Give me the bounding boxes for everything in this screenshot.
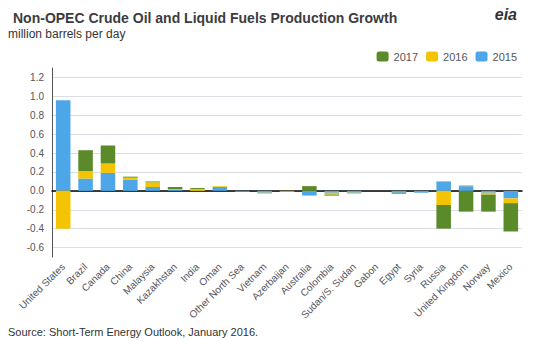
svg-text:-0.4: -0.4	[27, 223, 45, 234]
svg-text:Brazil: Brazil	[64, 261, 90, 287]
svg-text:China: China	[108, 261, 135, 288]
svg-text:0.2: 0.2	[30, 166, 44, 177]
svg-text:Vietnam: Vietnam	[235, 261, 269, 295]
svg-text:Syria: Syria	[401, 261, 426, 285]
svg-text:Gabon: Gabon	[351, 261, 380, 290]
svg-text:2015: 2015	[493, 51, 517, 63]
svg-text:Malaysia: Malaysia	[121, 261, 157, 297]
svg-text:0.6: 0.6	[30, 129, 44, 140]
svg-text:0.0: 0.0	[30, 185, 44, 196]
svg-text:Azerbaijan: Azerbaijan	[249, 261, 291, 303]
svg-text:Russia: Russia	[418, 261, 448, 291]
svg-text:Sudan/S. Sudan: Sudan/S. Sudan	[299, 261, 358, 320]
svg-text:1.0: 1.0	[30, 91, 44, 102]
svg-text:Oman: Oman	[196, 261, 224, 289]
svg-text:Norway: Norway	[461, 261, 493, 293]
svg-text:United Kingdom: United Kingdom	[412, 261, 470, 319]
svg-text:Source: Short-Term Energy Outl: Source: Short-Term Energy Outlook, Janua…	[8, 326, 258, 338]
svg-text:United States: United States	[17, 261, 67, 311]
svg-text:0.8: 0.8	[30, 110, 44, 121]
svg-text:2017: 2017	[394, 51, 418, 63]
svg-text:India: India	[178, 261, 202, 285]
svg-text:Kazakhstan: Kazakhstan	[134, 261, 179, 306]
svg-text:-0.2: -0.2	[27, 204, 45, 215]
svg-text:Non-OPEC Crude Oil and Liquid: Non-OPEC Crude Oil and Liquid Fuels Prod…	[13, 10, 397, 26]
svg-text:Mexico: Mexico	[485, 261, 515, 291]
svg-text:2016: 2016	[443, 51, 467, 63]
svg-text:1.2: 1.2	[30, 72, 44, 83]
svg-text:Australia: Australia	[278, 261, 314, 297]
svg-text:eia: eia	[495, 6, 517, 23]
svg-text:Egypt: Egypt	[377, 261, 403, 287]
svg-text:0.4: 0.4	[30, 148, 44, 159]
svg-text:million barrels per day: million barrels per day	[8, 27, 125, 41]
svg-text:-0.6: -0.6	[27, 242, 45, 253]
svg-text:Colombia: Colombia	[298, 261, 336, 299]
svg-text:Other North Sea: Other North Sea	[186, 261, 247, 321]
svg-text:Canada: Canada	[79, 261, 112, 294]
